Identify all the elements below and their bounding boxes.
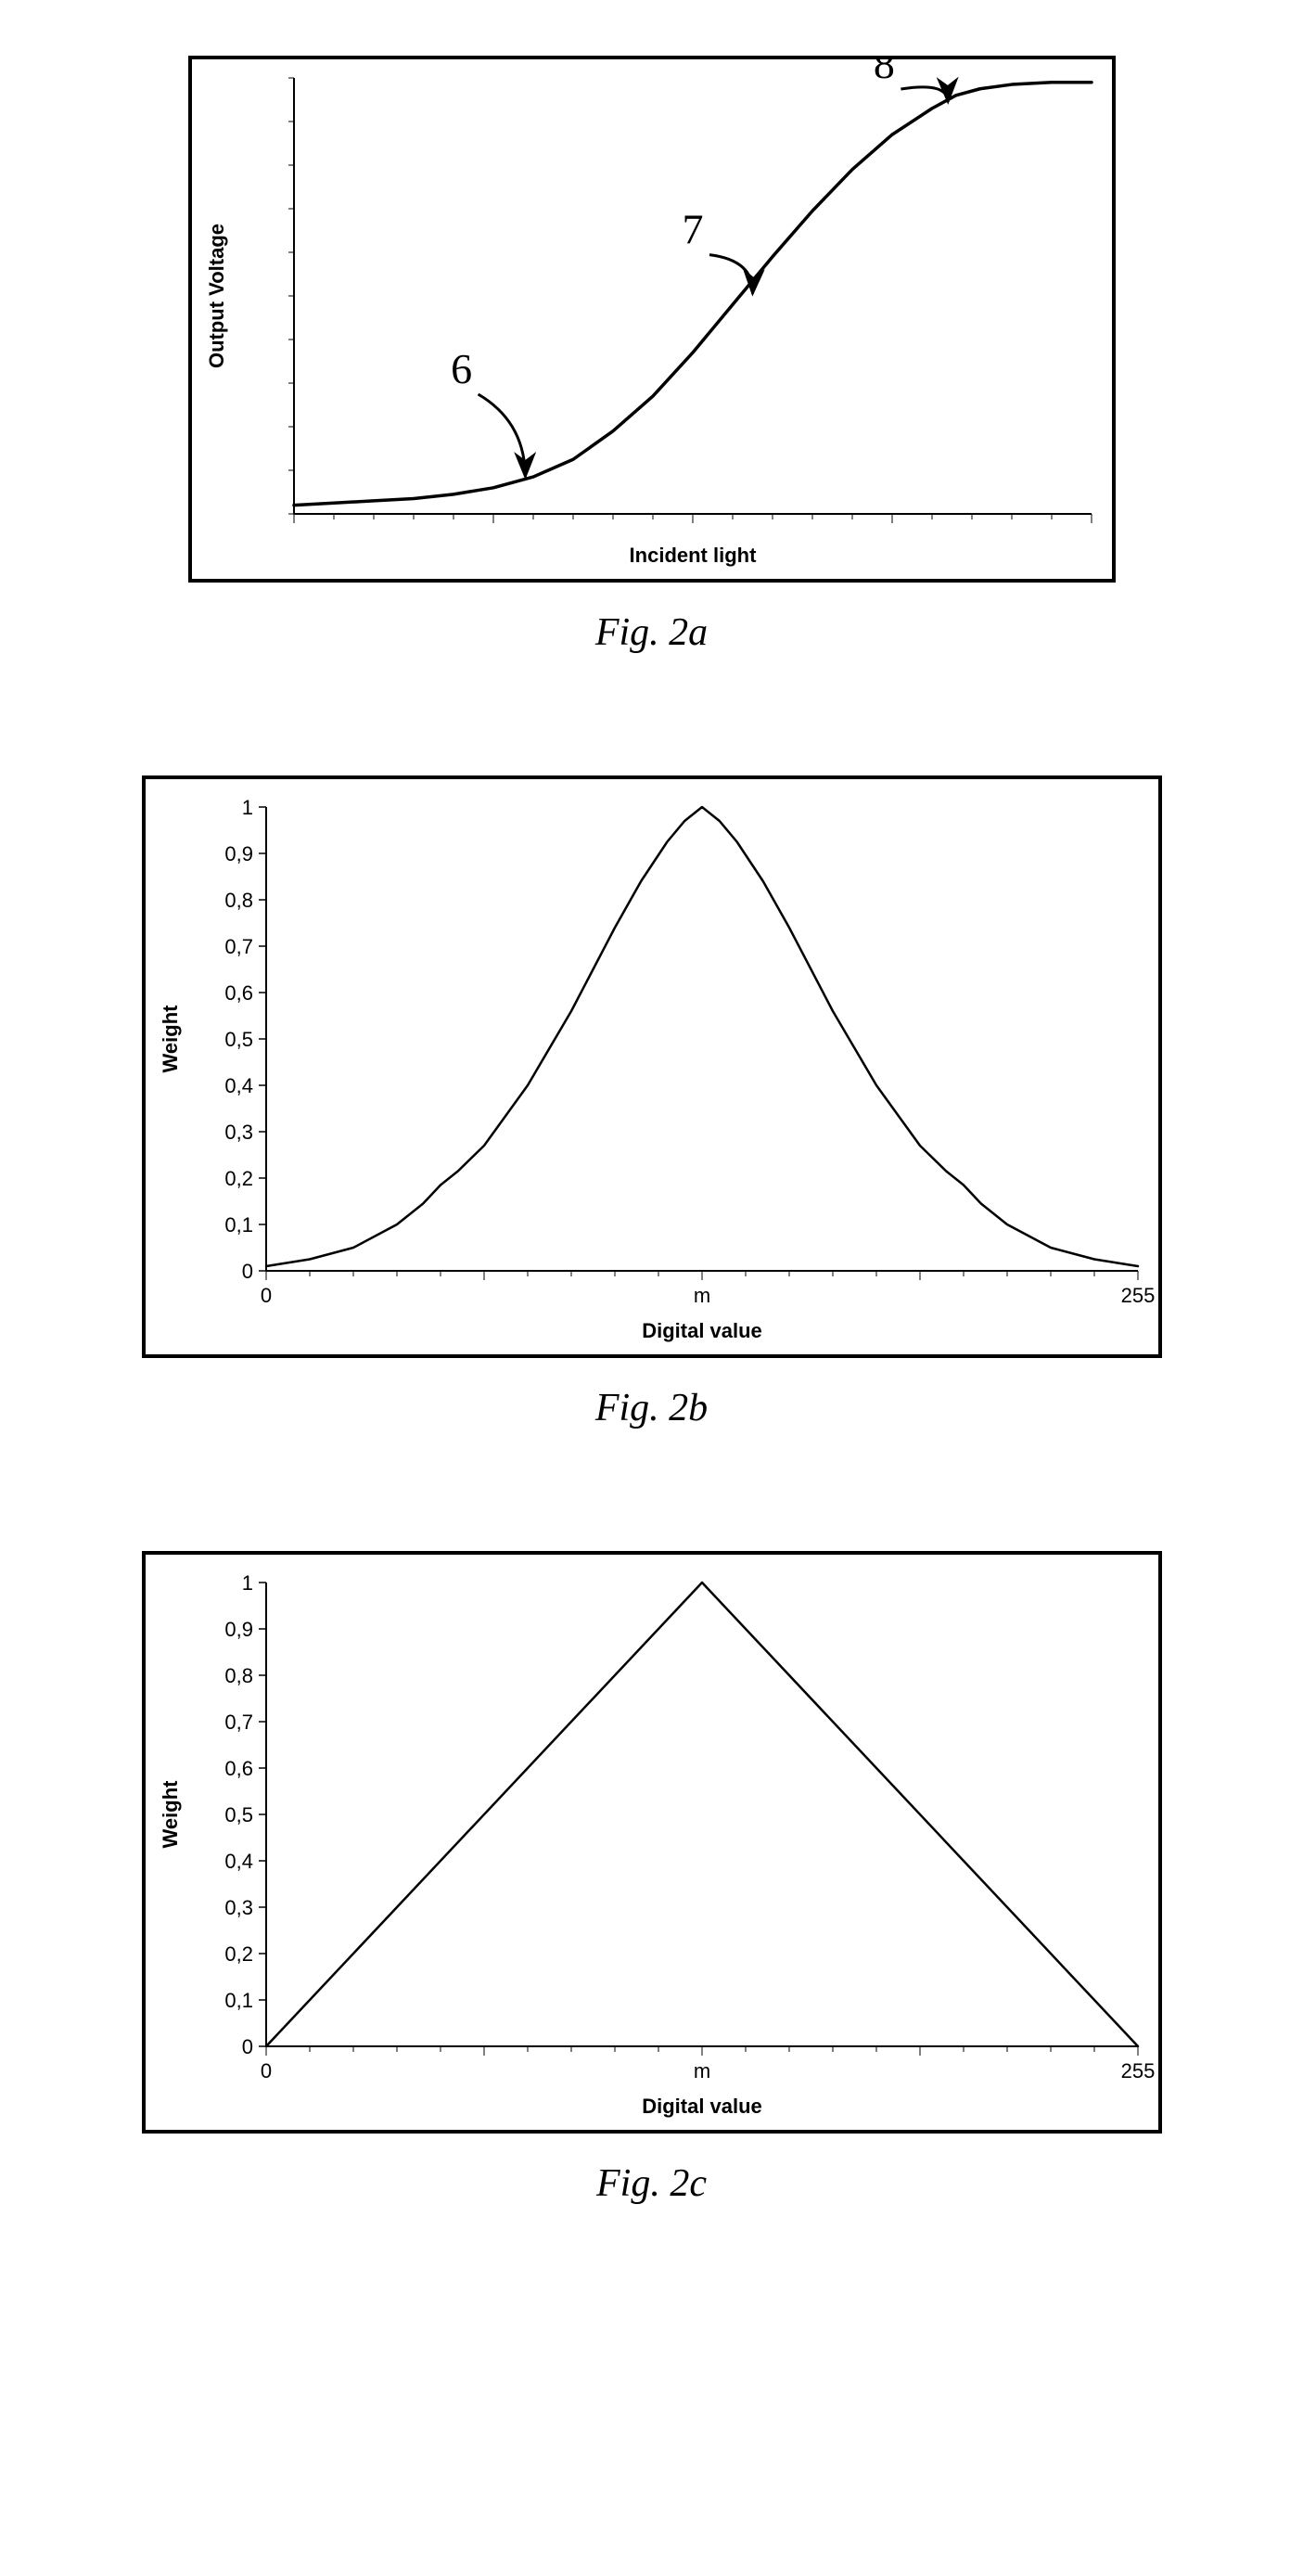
svg-text:7: 7 xyxy=(682,206,703,253)
chart-2b-svg: 0 0,1 0,2 0,3 0,4 0,5 0,6 0,7 0,8 0,9 1 0 m 255 Weight… xyxy=(146,779,1166,1354)
svg-text:0,6: 0,6 xyxy=(224,981,253,1005)
svg-text:0,3: 0,3 xyxy=(224,1896,253,1919)
svg-text:0,7: 0,7 xyxy=(224,1711,253,1734)
svg-text:0,6: 0,6 xyxy=(224,1757,253,1780)
svg-text:0: 0 xyxy=(260,1284,271,1307)
chart-2c-frame: 0 0,1 0,2 0,3 0,4 0,5 0,6 0,7 0,8 0,9 1 0 m 255 Weight… xyxy=(142,1551,1162,2134)
svg-text:0: 0 xyxy=(241,1260,252,1283)
svg-text:0,8: 0,8 xyxy=(224,1664,253,1687)
svg-text:0,5: 0,5 xyxy=(224,1028,253,1051)
figure-2a: Output Voltage Incident light 6 7 8 Fig. 2a xyxy=(188,56,1116,655)
svg-text:8: 8 xyxy=(873,59,894,87)
svg-text:255: 255 xyxy=(1120,1284,1155,1307)
chart-2a-frame: Output Voltage Incident light 6 7 8 xyxy=(188,56,1116,583)
svg-text:0,5: 0,5 xyxy=(224,1803,253,1826)
svg-text:Weight: Weight xyxy=(159,1780,182,1849)
caption-2b: Fig. 2b xyxy=(142,1386,1162,1430)
svg-text:0,1: 0,1 xyxy=(224,1989,253,2012)
svg-text:Output Voltage: Output Voltage xyxy=(205,224,228,368)
svg-text:0,2: 0,2 xyxy=(224,1167,253,1190)
svg-text:Weight: Weight xyxy=(159,1005,182,1073)
svg-text:0,7: 0,7 xyxy=(224,935,253,958)
chart-2b-frame: 0 0,1 0,2 0,3 0,4 0,5 0,6 0,7 0,8 0,9 1 0 m 255 Weight… xyxy=(142,775,1162,1358)
figure-2b: 0 0,1 0,2 0,3 0,4 0,5 0,6 0,7 0,8 0,9 1 0 m 255 Weight… xyxy=(142,775,1162,1430)
svg-text:Digital value: Digital value xyxy=(642,1319,762,1342)
svg-text:1: 1 xyxy=(241,1571,252,1595)
svg-text:0,2: 0,2 xyxy=(224,1942,253,1966)
svg-text:0,9: 0,9 xyxy=(224,1618,253,1641)
caption-2a: Fig. 2a xyxy=(188,610,1116,655)
svg-text:0,1: 0,1 xyxy=(224,1213,253,1237)
svg-text:0,4: 0,4 xyxy=(224,1074,253,1097)
svg-text:0,4: 0,4 xyxy=(224,1850,253,1873)
svg-text:0,3: 0,3 xyxy=(224,1121,253,1144)
svg-text:Incident light: Incident light xyxy=(629,544,757,567)
svg-text:1: 1 xyxy=(241,796,252,819)
caption-2c: Fig. 2c xyxy=(142,2161,1162,2206)
svg-text:m: m xyxy=(693,1284,709,1307)
svg-text:0,8: 0,8 xyxy=(224,889,253,912)
figure-2c: 0 0,1 0,2 0,3 0,4 0,5 0,6 0,7 0,8 0,9 1 0 m 255 Weight… xyxy=(142,1551,1162,2206)
svg-text:0: 0 xyxy=(241,2035,252,2058)
svg-text:m: m xyxy=(693,2059,709,2083)
svg-text:Digital value: Digital value xyxy=(642,2095,762,2118)
chart-2a-svg: Output Voltage Incident light 6 7 8 xyxy=(192,59,1119,579)
svg-text:0: 0 xyxy=(260,2059,271,2083)
svg-text:6: 6 xyxy=(451,345,472,392)
chart-2c-svg: 0 0,1 0,2 0,3 0,4 0,5 0,6 0,7 0,8 0,9 1 0 m 255 Weight… xyxy=(146,1555,1166,2130)
svg-text:255: 255 xyxy=(1120,2059,1155,2083)
svg-text:0,9: 0,9 xyxy=(224,842,253,865)
